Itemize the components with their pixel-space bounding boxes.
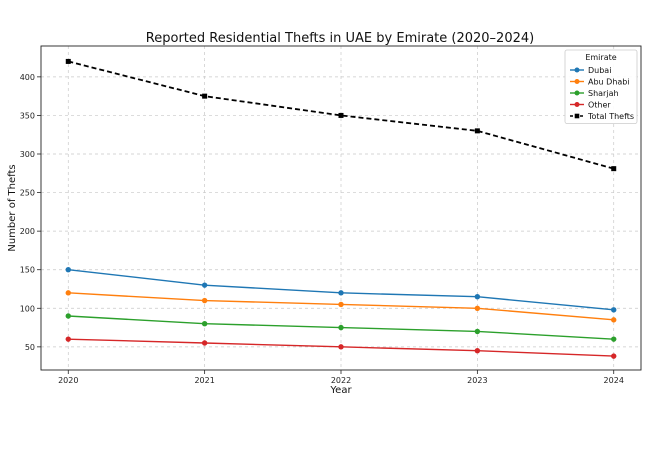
x-tick-label: 2022 <box>331 376 351 385</box>
y-tick-label: 200 <box>20 227 35 236</box>
data-point-abu-dhabi <box>338 301 344 308</box>
data-point-dubai <box>611 307 617 313</box>
data-point-sharjah <box>338 324 344 331</box>
data-point-total-thefts <box>338 112 344 118</box>
legend-label-sharjah: Sharjah <box>588 89 619 98</box>
grid-layer <box>41 46 641 370</box>
series-dubai <box>65 267 617 313</box>
data-point-dubai <box>201 282 208 288</box>
y-tick-label: 150 <box>20 266 35 275</box>
data-point-total-thefts <box>202 93 208 99</box>
x-tick-label: 2024 <box>604 376 624 385</box>
data-point-sharjah <box>611 336 617 342</box>
data-point-sharjah <box>201 321 208 327</box>
legend-swatch-marker-total-thefts <box>574 113 580 119</box>
y-tick-label: 300 <box>20 150 35 159</box>
data-point-total-thefts <box>65 58 71 64</box>
data-point-other <box>474 348 481 354</box>
series-total-thefts <box>65 58 617 172</box>
data-point-abu-dhabi <box>201 297 208 304</box>
y-tick-label: 100 <box>20 304 35 313</box>
data-point-abu-dhabi <box>611 317 617 323</box>
y-tick-label: 350 <box>20 111 35 120</box>
data-point-total-thefts <box>611 166 617 172</box>
axis-layer: 50 100 150 200 250 300 350 400 2020 2021 2022 2023 2… <box>20 73 624 385</box>
legend-swatch-marker-dubai <box>574 67 580 73</box>
x-tick-label: 2021 <box>194 376 214 385</box>
data-point-dubai <box>338 290 344 296</box>
data-point-abu-dhabi <box>474 305 481 311</box>
y-tick-label: 50 <box>25 343 35 352</box>
legend-swatch-marker-abu-dhabi <box>574 79 580 84</box>
data-point-total-thefts <box>474 128 480 134</box>
legend-title: Emirate <box>585 53 616 62</box>
data-point-other <box>611 353 617 359</box>
x-axis-label: Year <box>329 385 352 396</box>
x-tick-label: 2020 <box>58 376 78 385</box>
legend: Emirate Dubai Abu Dhabi Sharjah Other Total T… <box>564 49 638 124</box>
legend-swatch-marker-sharjah <box>574 90 580 96</box>
chart-title: Reported Residential Thefts in UAE by Em… <box>146 31 534 46</box>
x-tick-label: 2023 <box>467 376 487 385</box>
y-tick-label: 400 <box>20 73 35 82</box>
y-axis-label: Number of Thefts <box>7 164 18 251</box>
legend-label-total-thefts: Total Thefts <box>587 112 634 121</box>
legend-label-abu-dhabi: Abu Dhabi <box>588 78 630 87</box>
legend-label-other: Other <box>588 101 611 110</box>
data-point-other <box>338 344 344 350</box>
series-other <box>65 336 617 359</box>
data-point-abu-dhabi <box>65 290 71 296</box>
legend-label-dubai: Dubai <box>588 66 611 75</box>
data-point-sharjah <box>474 328 481 335</box>
y-tick-label: 250 <box>20 189 35 198</box>
data-point-sharjah <box>65 313 71 319</box>
series-layer <box>65 58 617 359</box>
series-abu-dhabi <box>65 290 617 323</box>
data-point-other <box>201 340 208 346</box>
data-point-other <box>65 336 71 342</box>
data-point-dubai <box>65 267 71 273</box>
legend-swatch-marker-other <box>574 102 580 107</box>
data-point-dubai <box>474 294 481 300</box>
series-sharjah <box>65 313 617 342</box>
